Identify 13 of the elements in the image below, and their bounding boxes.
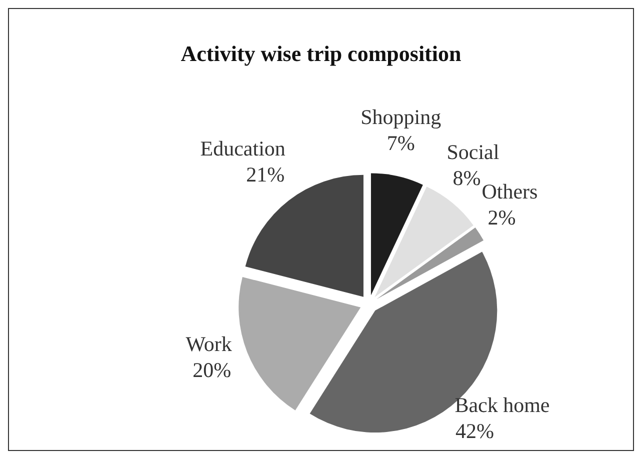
data-label: 21%	[246, 162, 285, 186]
slice-label: Social	[446, 140, 500, 164]
slice-label: Others	[482, 179, 538, 204]
slice-label: Back home	[454, 393, 550, 418]
slice-label: Work	[186, 332, 232, 356]
chart-title: Activity wise trip composition	[180, 41, 462, 66]
slice-label: Education	[200, 136, 286, 160]
data-label: 2%	[488, 205, 516, 230]
data-label: 42%	[455, 419, 494, 444]
data-label: 20%	[192, 358, 232, 382]
slice-label: Shopping	[360, 105, 442, 130]
data-label: 8%	[452, 166, 481, 190]
data-label: 7%	[386, 131, 415, 156]
